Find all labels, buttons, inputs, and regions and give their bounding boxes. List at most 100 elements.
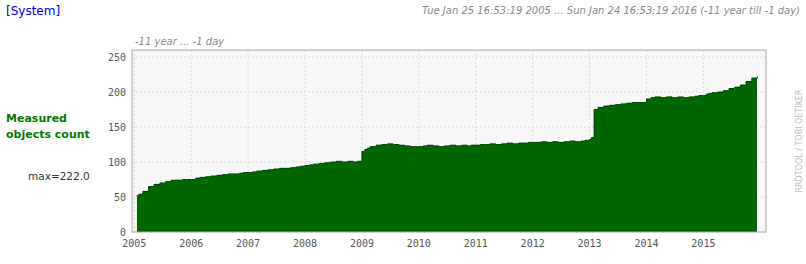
step-line xyxy=(296,166,300,168)
area-step xyxy=(513,144,519,232)
area-step xyxy=(137,196,139,232)
step-line xyxy=(471,145,476,147)
area-step xyxy=(291,168,297,232)
x-tick-label: 2011 xyxy=(464,238,488,249)
step-line xyxy=(484,144,490,145)
area-step xyxy=(187,180,192,233)
step-line xyxy=(699,95,704,97)
step-line xyxy=(370,147,376,148)
area-step xyxy=(471,145,476,232)
y-label: Measured xyxy=(6,112,67,125)
x-tick-label: 2012 xyxy=(521,238,545,249)
step-line xyxy=(217,175,223,177)
area-step xyxy=(166,182,172,232)
step-line xyxy=(314,164,320,166)
area-step xyxy=(729,89,735,233)
plot-background xyxy=(132,50,766,232)
area-step xyxy=(205,177,211,232)
step-line xyxy=(547,141,553,143)
area-step xyxy=(244,173,249,233)
step-line xyxy=(362,152,365,162)
area-step xyxy=(200,177,206,232)
area-step xyxy=(433,146,439,232)
step-line xyxy=(166,182,172,183)
step-line xyxy=(257,171,263,173)
step-line xyxy=(655,96,661,98)
step-line xyxy=(666,96,672,98)
step-line xyxy=(507,143,513,145)
area-step xyxy=(450,145,456,232)
area-step xyxy=(496,145,502,233)
area-step xyxy=(257,171,263,232)
step-line xyxy=(143,191,149,194)
area-step xyxy=(541,142,547,232)
area-step xyxy=(615,105,621,232)
step-line xyxy=(368,148,371,149)
step-line xyxy=(154,184,160,186)
area-step xyxy=(598,107,604,232)
area-step xyxy=(217,175,223,232)
x-tick-label: 2008 xyxy=(293,238,317,249)
area-step xyxy=(325,163,331,232)
step-line xyxy=(689,96,695,98)
area-step xyxy=(723,91,729,232)
area-step xyxy=(139,194,143,232)
area-step xyxy=(585,140,590,232)
y-tick-label: 50 xyxy=(114,192,126,203)
step-line xyxy=(342,161,348,163)
step-line xyxy=(191,179,196,180)
area-step xyxy=(222,175,228,232)
area-step xyxy=(480,145,484,233)
area-step xyxy=(410,147,414,232)
step-line xyxy=(501,143,507,145)
step-line xyxy=(177,180,183,181)
step-line xyxy=(541,141,547,143)
step-line xyxy=(382,144,388,146)
area-step xyxy=(228,174,234,232)
step-line xyxy=(205,176,211,178)
y-label: objects count xyxy=(6,128,90,141)
area-step xyxy=(143,191,149,232)
watermark: RRDTOOL / TOBI OETIKER xyxy=(795,89,804,192)
area-step xyxy=(651,98,655,232)
step-line xyxy=(433,145,439,147)
area-step xyxy=(581,141,585,232)
step-line xyxy=(496,143,502,145)
area-step xyxy=(393,145,399,233)
area-step xyxy=(591,138,594,233)
area-step xyxy=(253,172,257,232)
step-line xyxy=(211,176,217,178)
y-grid-line xyxy=(132,92,766,93)
area-step xyxy=(262,170,268,232)
step-line xyxy=(325,162,331,164)
x-tick-label: 2009 xyxy=(350,238,374,249)
area-step xyxy=(357,161,362,232)
area-step xyxy=(336,161,342,232)
area-step xyxy=(553,142,559,232)
step-line xyxy=(632,102,638,104)
area-step xyxy=(524,143,528,232)
system-label: [System] xyxy=(6,4,60,18)
area-step xyxy=(444,146,450,232)
area-step xyxy=(388,144,394,232)
step-line xyxy=(558,141,564,143)
step-line xyxy=(279,168,285,170)
step-line xyxy=(621,103,627,105)
area-step xyxy=(661,98,667,232)
y-grid-line xyxy=(132,57,766,58)
max-label: max=222.0 xyxy=(28,170,90,182)
step-line xyxy=(300,166,305,168)
area-step xyxy=(537,142,541,232)
step-line xyxy=(695,96,699,98)
step-line xyxy=(268,169,274,171)
area-step xyxy=(370,147,376,232)
step-line xyxy=(480,144,484,146)
step-line xyxy=(353,161,357,163)
area-step xyxy=(558,142,564,232)
area-step xyxy=(699,96,704,233)
area-step xyxy=(177,180,183,232)
y-tick-label: 200 xyxy=(108,87,126,98)
step-line xyxy=(414,146,419,147)
step-line xyxy=(651,98,655,99)
step-line xyxy=(310,164,314,166)
